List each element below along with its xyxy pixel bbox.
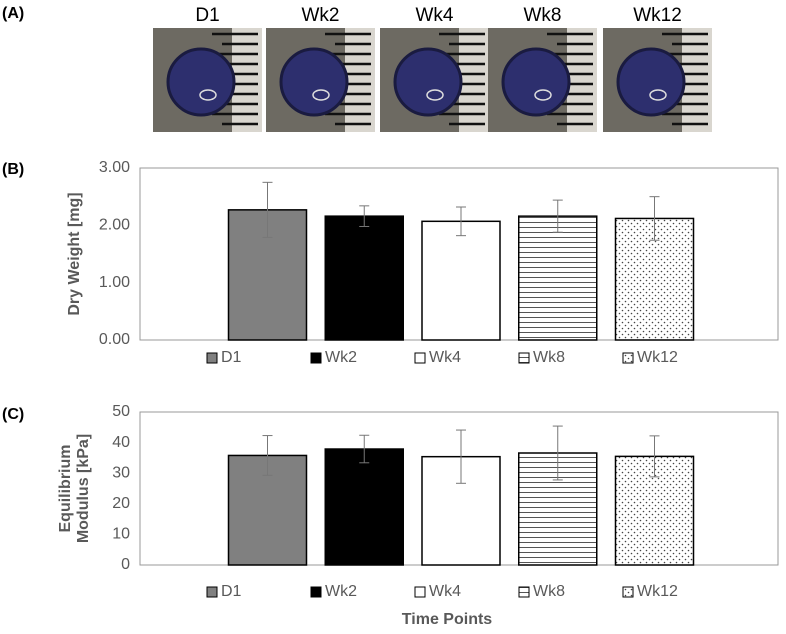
legend-swatch bbox=[206, 586, 218, 598]
sample bbox=[166, 47, 236, 117]
y-tick-label: 40 bbox=[112, 434, 130, 451]
sample bbox=[616, 47, 686, 117]
legend-swatch bbox=[518, 352, 530, 364]
photo-caption: D1 bbox=[195, 5, 219, 26]
error-bar bbox=[262, 435, 273, 476]
error-bar bbox=[359, 434, 370, 464]
sample bbox=[279, 47, 349, 117]
legend-label: Wk4 bbox=[429, 349, 461, 366]
x-axis-label: Time Points bbox=[402, 611, 492, 628]
y-tick-label: 20 bbox=[112, 495, 130, 512]
bar bbox=[421, 220, 501, 341]
photo-caption: Wk12 bbox=[633, 5, 682, 26]
panel-label: (B) bbox=[2, 161, 24, 178]
legend-label: Wk12 bbox=[637, 349, 678, 366]
legend-swatch bbox=[310, 352, 322, 364]
y-tick-label: 0.00 bbox=[99, 331, 130, 348]
error-bar bbox=[552, 199, 563, 233]
error-bar bbox=[552, 425, 563, 481]
sample-mark bbox=[312, 89, 330, 101]
error-bar bbox=[456, 206, 466, 237]
y-tick-label: 2.00 bbox=[99, 217, 130, 234]
panel-label: (C) bbox=[2, 406, 24, 423]
error-bar bbox=[359, 205, 370, 227]
panel-label: (A) bbox=[2, 5, 24, 22]
y-axis-label: Equilibrium bbox=[57, 445, 74, 533]
error-bar bbox=[649, 435, 660, 478]
bar bbox=[324, 215, 404, 341]
sample-mark bbox=[426, 89, 444, 101]
legend-swatch bbox=[414, 352, 426, 364]
sample bbox=[393, 47, 463, 117]
y-tick-label: 50 bbox=[112, 403, 130, 420]
legend-swatch bbox=[310, 586, 322, 598]
y-tick-label: 0 bbox=[121, 556, 130, 573]
error-bar bbox=[649, 196, 660, 241]
y-tick-label: 3.00 bbox=[99, 159, 130, 176]
sample-mark bbox=[199, 89, 217, 101]
legend-swatch bbox=[206, 352, 218, 364]
legend-swatch bbox=[518, 586, 530, 598]
sample-mark bbox=[534, 89, 552, 101]
photo-caption: Wk4 bbox=[416, 5, 454, 26]
legend-label: Wk2 bbox=[325, 349, 357, 366]
bar bbox=[324, 448, 404, 566]
legend-label: Wk8 bbox=[533, 349, 565, 366]
legend-label: D1 bbox=[221, 583, 242, 600]
sample bbox=[501, 47, 571, 117]
y-tick-label: 10 bbox=[112, 526, 130, 543]
legend-swatch bbox=[622, 586, 634, 598]
sample-mark bbox=[649, 89, 667, 101]
error-bar bbox=[262, 181, 273, 238]
photo-caption: Wk2 bbox=[302, 5, 340, 26]
photo-caption: Wk8 bbox=[524, 5, 562, 26]
y-axis-label: Modulus [kPa] bbox=[75, 434, 92, 543]
legend-label: D1 bbox=[221, 349, 242, 366]
y-tick-label: 1.00 bbox=[99, 274, 130, 291]
legend-swatch bbox=[622, 352, 634, 364]
legend-label: Wk2 bbox=[325, 583, 357, 600]
bar bbox=[518, 215, 598, 341]
legend-label: Wk4 bbox=[429, 583, 461, 600]
y-axis-label: Dry Weight [mg] bbox=[66, 192, 83, 315]
y-tick-label: 30 bbox=[112, 464, 130, 481]
error-bar bbox=[456, 429, 466, 484]
legend-label: Wk12 bbox=[637, 583, 678, 600]
legend-label: Wk8 bbox=[533, 583, 565, 600]
legend-swatch bbox=[414, 586, 426, 598]
